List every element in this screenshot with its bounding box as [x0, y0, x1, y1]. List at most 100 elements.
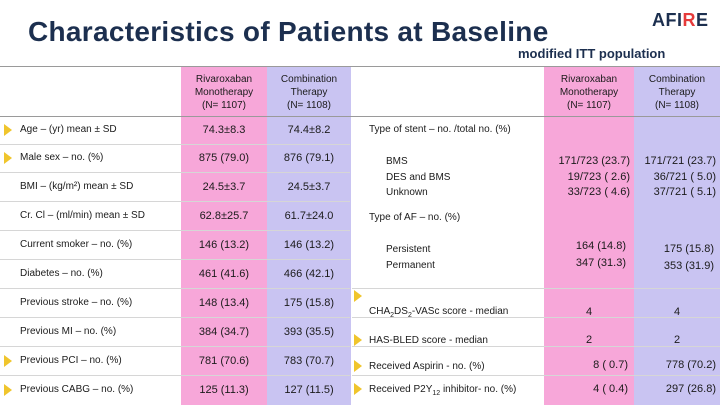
header-line: (N= 1108) — [654, 100, 699, 111]
mono-value: 781 (70.6) — [198, 355, 250, 367]
arrow-bullet-icon — [354, 360, 362, 372]
combo-value: 61.7±24.0 — [284, 210, 334, 222]
row-label: Cr. Cl – (ml/min) mean ± SD — [20, 210, 145, 221]
mono-value: 146 (13.2) — [198, 239, 250, 251]
subscript: 2 — [390, 312, 395, 319]
header-line: Monotherapy — [559, 87, 619, 98]
combo-value: 24.5±3.7 — [287, 181, 331, 193]
header-line: Rivaroxaban — [195, 74, 253, 85]
combo-value: 393 (35.5) — [283, 326, 335, 338]
p2y12-label: Received P2Y12 inhibitor- no. (%) — [369, 384, 516, 397]
header-line: Rivaroxaban — [560, 74, 618, 85]
mono-value: 384 (34.7) — [198, 326, 250, 338]
row-separator — [0, 201, 350, 202]
header-line: Combination — [280, 74, 338, 85]
med-mono-value: 4 ( 0.4) — [593, 383, 628, 395]
af-label: Persistent — [386, 244, 431, 255]
score-mono-value: 4 — [585, 306, 593, 318]
combo-value: 175 (15.8) — [283, 297, 335, 309]
header-line: Monotherapy — [194, 87, 254, 98]
score-mono-value: 2 — [585, 334, 593, 346]
med-combo-value: 778 (70.2) — [665, 359, 716, 371]
right-mono-header: Rivaroxaban Monotherapy (N= 1107) — [544, 73, 634, 112]
row-separator — [0, 144, 350, 145]
row-label: Current smoker – no. (%) — [20, 239, 133, 250]
header-line: (N= 1107) — [201, 100, 246, 111]
mono-value: 125 (11.3) — [199, 384, 249, 396]
header-line: Combination — [648, 74, 706, 85]
score-label-part: CHA — [369, 306, 391, 317]
logo-part-3: E — [696, 10, 709, 30]
stent-label: BMS — [386, 156, 408, 167]
row-separator — [352, 317, 720, 318]
has-bled-label: HAS-BLED score - median — [369, 335, 488, 346]
row-separator — [0, 172, 350, 173]
mono-value: 74.3±8.3 — [202, 124, 246, 136]
row-label: Age – (yr) mean ± SD — [20, 124, 117, 135]
left-mono-header: Rivaroxaban Monotherapy (N= 1107) — [181, 73, 267, 112]
af-mono-value: 164 (14.8) — [575, 240, 626, 252]
arrow-bullet-icon — [4, 152, 12, 164]
arrow-bullet-icon — [4, 124, 12, 136]
stent-label: DES and BMS — [386, 172, 451, 183]
left-mono-column-bg — [181, 66, 267, 405]
med-label-part: inhibitor- no. (%) — [440, 384, 517, 395]
combo-value: 146 (13.2) — [283, 239, 335, 251]
af-combo-value: 175 (15.8) — [663, 243, 714, 255]
header-line: Therapy — [290, 87, 328, 98]
row-separator — [352, 346, 720, 347]
row-separator — [352, 288, 720, 289]
header-bottom-line — [0, 116, 720, 117]
arrow-bullet-icon — [4, 384, 12, 396]
header-line: (N= 1108) — [286, 100, 331, 111]
right-mono-column-bg — [544, 66, 634, 405]
row-separator — [0, 317, 350, 318]
combo-value: 783 (70.7) — [283, 355, 335, 367]
row-label: BMI – (kg/m²) mean ± SD — [20, 181, 134, 192]
cha2ds2-vasc-label: CHA2DS2-VASc score - median — [369, 306, 508, 319]
row-label: Diabetes – no. (%) — [20, 268, 103, 279]
row-separator — [0, 346, 350, 347]
af-combo-value: 353 (31.9) — [663, 260, 714, 272]
afire-logo: AFIRE — [652, 10, 709, 31]
aspirin-label: Received Aspirin - no. (%) — [369, 361, 485, 372]
row-separator — [0, 375, 350, 376]
mono-value: 62.8±25.7 — [199, 210, 249, 222]
row-separator — [0, 288, 350, 289]
row-separator — [0, 230, 350, 231]
row-label: Previous stroke – no. (%) — [20, 297, 133, 308]
header-line: Therapy — [658, 87, 696, 98]
stent-combo-value: 37/721 ( 5.1) — [653, 186, 716, 198]
stent-mono-value: 171/723 (23.7) — [558, 155, 630, 167]
med-mono-value: 8 ( 0.7) — [593, 359, 628, 371]
row-separator — [352, 375, 720, 376]
combo-value: 466 (42.1) — [283, 268, 335, 280]
row-label: Previous PCI – no. (%) — [20, 355, 122, 366]
subscript: 2 — [407, 312, 412, 319]
combo-value: 74.4±8.2 — [287, 124, 331, 136]
score-label-part: -VASc score - median — [411, 306, 509, 317]
score-label-part: DS — [394, 306, 408, 317]
right-combo-header: Combination Therapy (N= 1108) — [634, 73, 720, 112]
arrow-bullet-icon — [354, 290, 362, 302]
score-combo-value: 2 — [673, 334, 681, 346]
mono-value: 875 (79.0) — [198, 152, 250, 164]
header-top-line — [0, 66, 720, 67]
page-title: Characteristics of Patients at Baseline — [28, 16, 549, 47]
row-label: Previous CABG – no. (%) — [20, 384, 134, 395]
score-combo-value: 4 — [673, 306, 681, 318]
med-combo-value: 297 (26.8) — [665, 383, 716, 395]
subscript: 12 — [432, 390, 441, 397]
stent-mono-value: 33/723 ( 4.6) — [567, 186, 630, 198]
row-label: Male sex – no. (%) — [20, 152, 104, 163]
med-label-part: Received P2Y — [369, 384, 433, 395]
left-combo-column-bg — [267, 66, 351, 405]
header-line: (N= 1107) — [566, 100, 611, 111]
mono-value: 148 (13.4) — [198, 297, 250, 309]
af-mono-value: 347 (31.3) — [575, 257, 626, 269]
mono-value: 461 (41.6) — [198, 268, 250, 280]
arrow-bullet-icon — [4, 355, 12, 367]
page-subtitle: modified ITT population — [518, 46, 666, 61]
row-label: Previous MI – no. (%) — [20, 326, 117, 337]
row-separator — [0, 259, 350, 260]
